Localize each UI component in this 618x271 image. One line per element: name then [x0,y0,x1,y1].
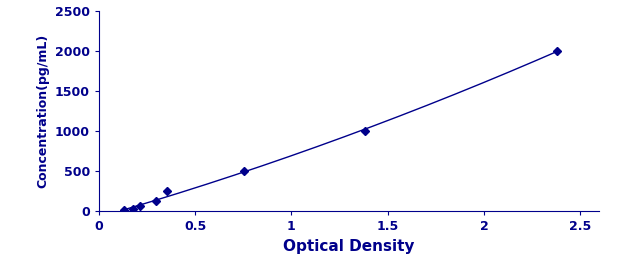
X-axis label: Optical Density: Optical Density [284,239,415,254]
Y-axis label: Concentration(pg/mL): Concentration(pg/mL) [36,34,49,188]
